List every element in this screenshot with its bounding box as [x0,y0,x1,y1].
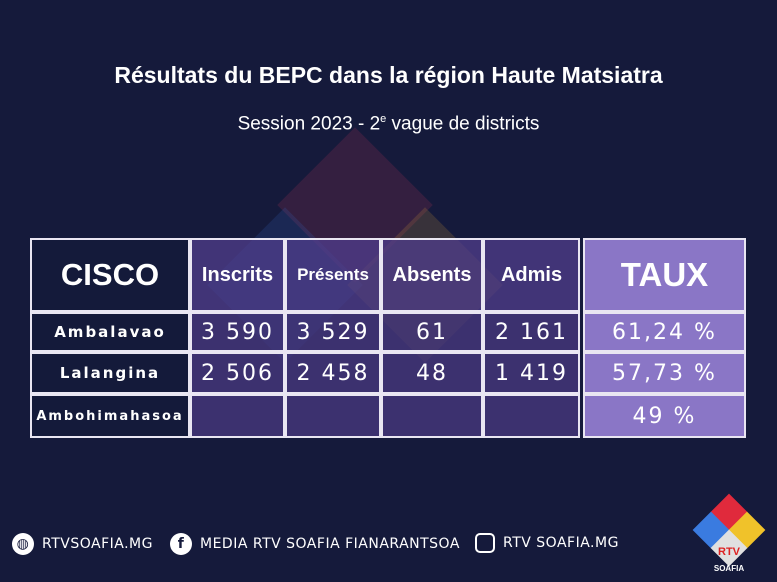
row-label: Ambohimahasoa [30,394,190,438]
subtitle: Session 2023 - 2e vague de districts [0,113,777,135]
subtitle-text: vague de districts [386,113,540,135]
data-cell: 61 [381,312,483,352]
footer-instagram: RTV SOAFIA.MG [475,533,619,553]
data-cell: 2 161 [483,312,580,352]
header-cell: Admis [483,238,580,312]
row-label: Lalangina [30,352,190,394]
header-cell: CISCO [30,238,190,312]
data-cell: 2 506 [190,352,285,394]
facebook-icon: f [170,533,192,555]
logo-subtext: SOAFIA [714,564,744,573]
data-cell [483,394,580,438]
header-cell: Présents [285,238,381,312]
data-cell: 3 529 [285,312,381,352]
title: Résultats du BEPC dans la région Haute M… [114,62,663,88]
footer-text: MEDIA RTV SOAFIA FIANARANTSOA [200,536,460,552]
footer-facebook: f MEDIA RTV SOAFIA FIANARANTSOA [170,533,460,555]
data-cell: 3 590 [190,312,285,352]
subtitle-sup: e [380,113,387,125]
data-cell: 61,24 % [583,312,746,352]
data-cell: 2 458 [285,352,381,394]
instagram-icon [475,533,495,553]
row-label: Ambalavao [30,312,190,352]
logo-shape [710,529,748,567]
globe-icon: ◍ [12,533,34,555]
logo-text: RTV [718,546,741,558]
header-cell: Absents [381,238,483,312]
data-cell: 48 [381,352,483,394]
header-cell: Inscrits [190,238,285,312]
data-cell [190,394,285,438]
header-cell: TAUX [583,238,746,312]
footer-text: RTV SOAFIA.MG [503,535,619,551]
subtitle-text: Session 2023 - 2 [237,113,381,135]
data-cell [285,394,381,438]
logo: RTV SOAFIA [692,493,766,573]
data-cell: 1 419 [483,352,580,394]
footer-text: RTVSOAFIA.MG [42,536,153,552]
footer-website: ◍ RTVSOAFIA.MG [12,533,153,555]
data-cell: 57,73 % [583,352,746,394]
data-cell: 49 % [583,394,746,438]
data-cell [381,394,483,438]
